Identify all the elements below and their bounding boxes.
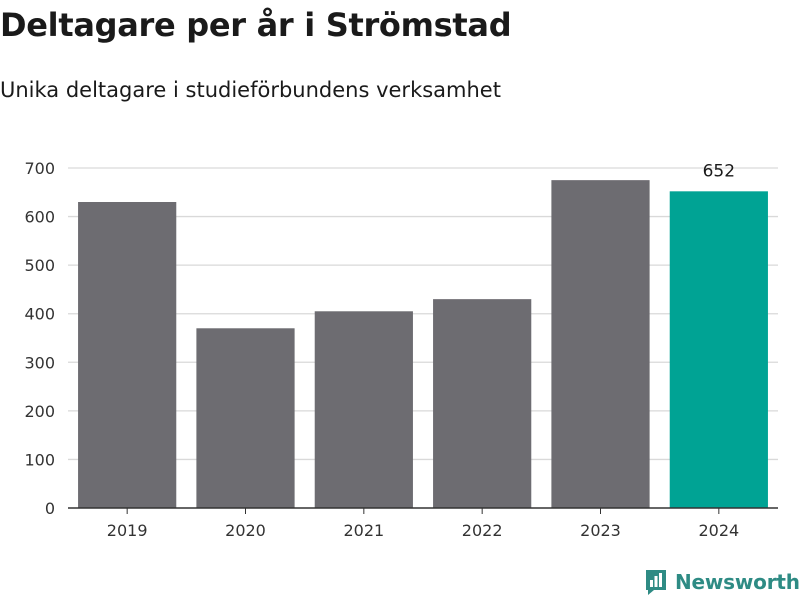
bar-2020	[196, 328, 295, 508]
x-tick-label: 2021	[343, 521, 384, 540]
bars	[78, 180, 768, 509]
brand-name: Newsworthy	[675, 570, 800, 594]
x-tick-label: 2023	[580, 521, 621, 540]
y-tick-label: 200	[24, 402, 55, 421]
highlight-value-label: 652	[703, 161, 735, 181]
y-tick-label: 100	[24, 450, 55, 469]
newsworthy-logo-icon	[646, 570, 666, 595]
chart-title: Deltagare per år i Strömstad	[0, 6, 512, 44]
y-tick-label: 0	[45, 499, 55, 518]
y-tick-label: 600	[24, 208, 55, 227]
bar-2022	[433, 299, 532, 508]
chart-subtitle: Unika deltagare i studieförbundens verks…	[0, 78, 501, 102]
x-tick-label: 2022	[462, 521, 503, 540]
x-tick-label: 2024	[698, 521, 739, 540]
gridlines	[68, 167, 778, 461]
y-tick-label: 700	[24, 159, 55, 178]
x-tick-label: 2020	[225, 521, 266, 540]
y-tick-labels: 0 100 200 300 400 500 600 700	[24, 159, 55, 518]
x-tick-labels: 2019 2020 2021 2022 2023 2024	[107, 508, 739, 540]
x-tick-label: 2019	[107, 521, 148, 540]
brand-logo: Newsworthy	[644, 568, 800, 596]
y-tick-label: 400	[24, 305, 55, 324]
y-tick-label: 300	[24, 353, 55, 372]
bar-2019	[78, 202, 177, 508]
bar-2021	[314, 311, 413, 508]
y-tick-label: 500	[24, 256, 55, 275]
bar-2023	[551, 180, 650, 508]
bar-2024	[669, 191, 768, 509]
